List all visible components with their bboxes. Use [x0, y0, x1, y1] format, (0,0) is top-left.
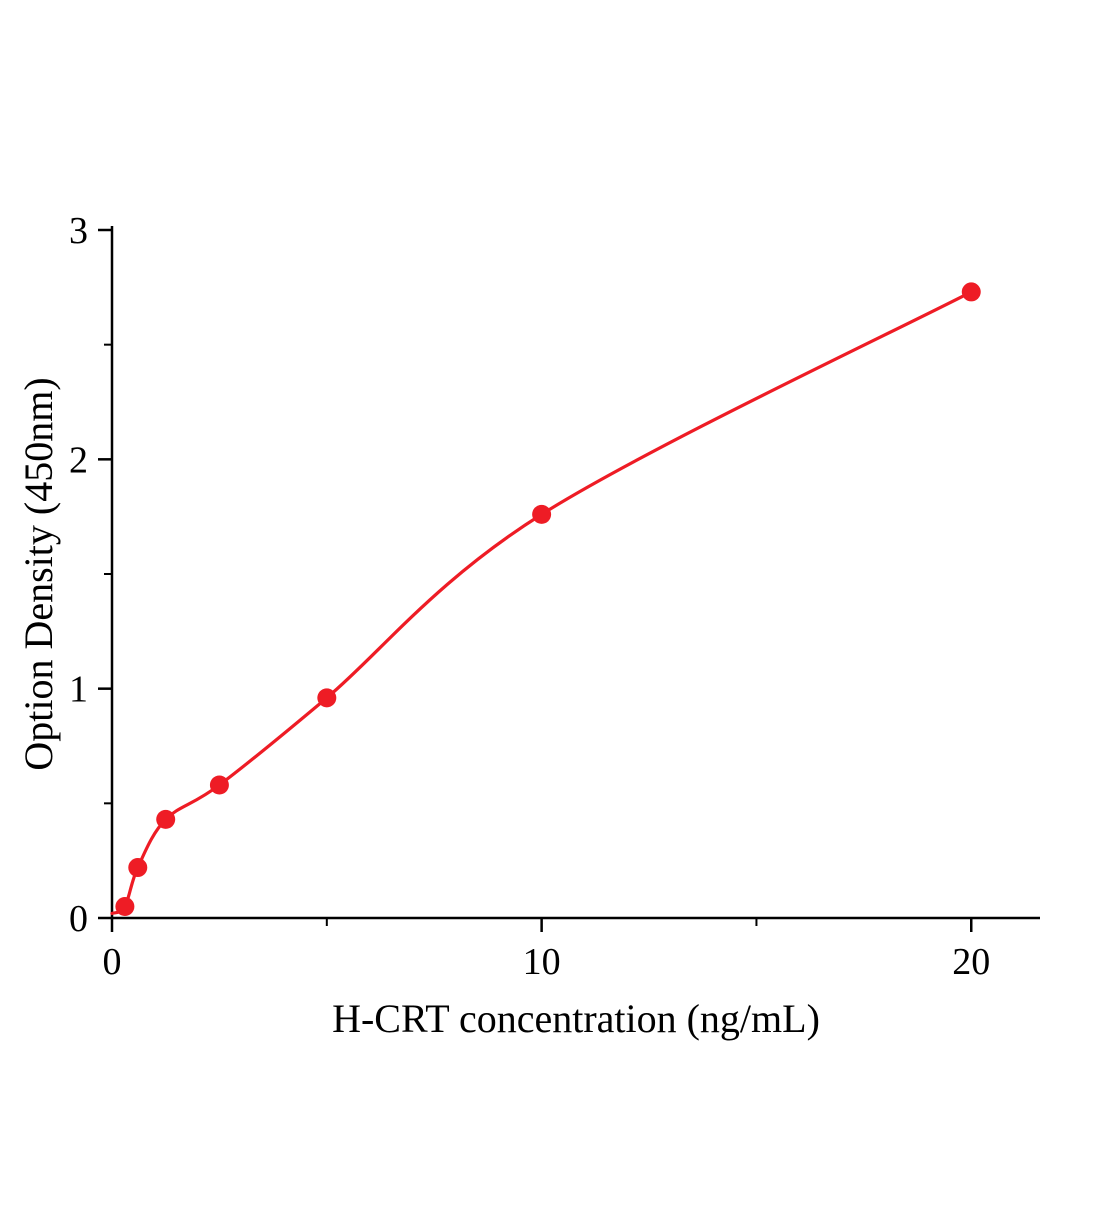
y-tick-label: 3 — [69, 210, 88, 252]
x-axis-title: H-CRT concentration (ng/mL) — [332, 996, 820, 1041]
data-point — [209, 775, 229, 795]
x-tick-label: 0 — [103, 941, 122, 983]
data-point — [532, 504, 552, 524]
y-axis-title: Option Density (450nm) — [16, 377, 61, 770]
data-point — [115, 897, 135, 917]
y-tick-label: 2 — [69, 439, 88, 481]
data-point — [317, 688, 337, 708]
plot-layer: 0 10 20 0 1 2 3 — [69, 210, 1040, 983]
data-point — [961, 282, 981, 302]
x-tick-label: 10 — [523, 941, 561, 983]
data-point — [156, 809, 176, 829]
data-point — [128, 858, 148, 878]
y-tick-label: 1 — [69, 669, 88, 711]
x-tick-label: 20 — [952, 941, 990, 983]
y-tick-label: 0 — [69, 898, 88, 940]
fit-curve — [110, 290, 973, 916]
